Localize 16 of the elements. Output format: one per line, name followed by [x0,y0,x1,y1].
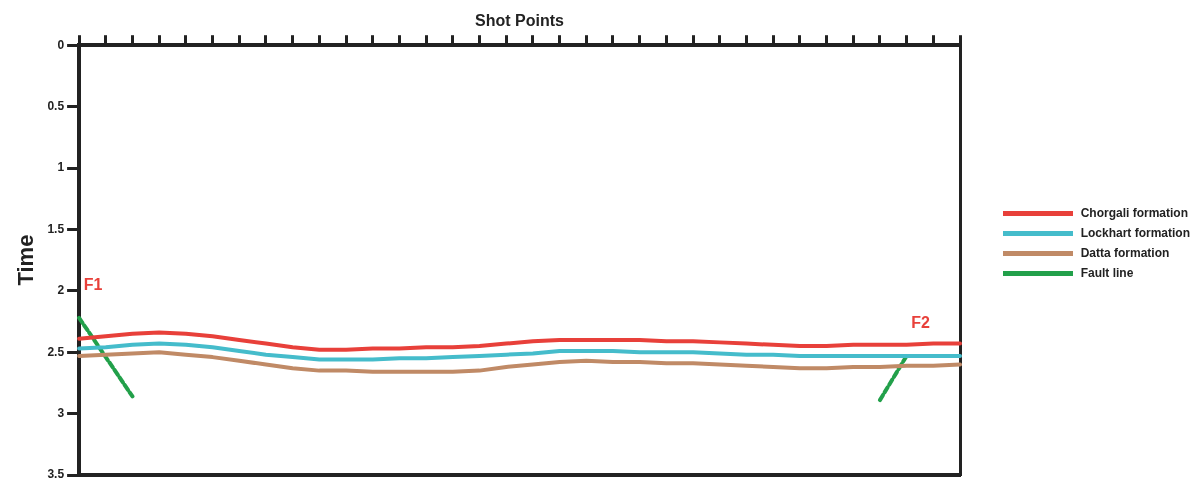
y-tick-label: 1.5 [47,221,65,236]
y-axis-title: Time [13,234,39,286]
annotation: F1 [83,276,103,294]
y-tick-label: 3.5 [47,467,65,482]
y-tick-label: 0 [57,37,65,52]
y-tick-label: 0.5 [47,98,65,113]
text: Datta formation [1080,246,1170,260]
y-tick-label: 1 [57,160,65,175]
text: Lockhart formation [1080,226,1190,240]
x2-axis-title: Shot Points [475,12,565,30]
y-tick-label: 3 [57,405,65,420]
text: Fault line [1080,266,1134,280]
annotation: F2 [911,314,931,332]
y-tick-label: 2 [57,283,65,298]
y-tick-label: 2.5 [47,344,65,359]
text: Chorgali formation [1080,206,1188,220]
